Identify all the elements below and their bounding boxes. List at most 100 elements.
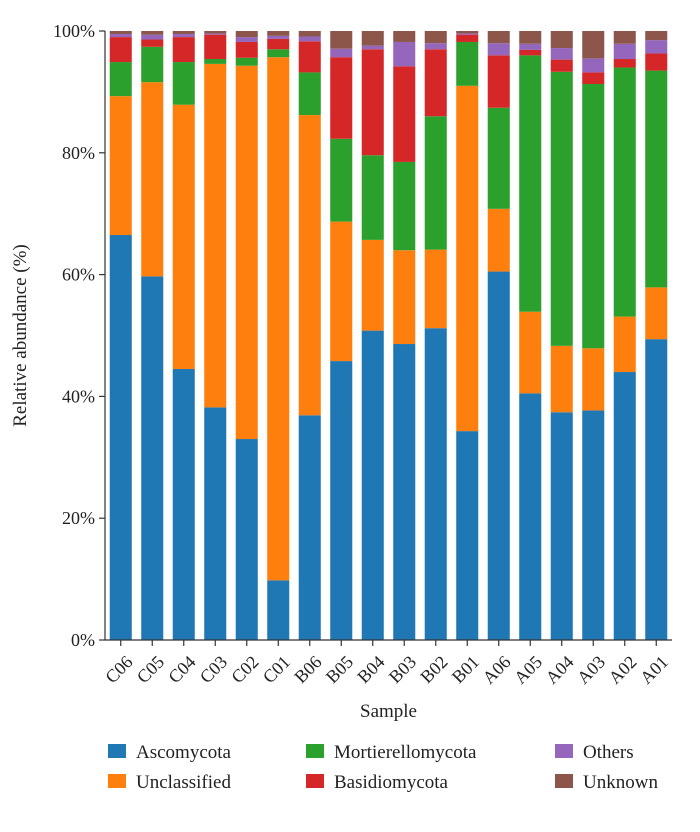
bar-segment-basidiomycota-B06: [298, 41, 321, 73]
bar-segment-others-A01: [645, 40, 668, 54]
y-tick-label: 20%: [62, 508, 95, 528]
legend-swatch: [108, 744, 126, 758]
bar-segment-mortierellomycota-B04: [361, 155, 384, 240]
legend-label: Others: [583, 742, 634, 763]
bar-segment-ascomycota-C05: [141, 276, 164, 640]
x-ticks: C06C05C04C03C02C01B06B05B04B03B02B01A06A…: [101, 640, 672, 688]
bar-segment-basidiomycota-A02: [613, 59, 636, 68]
bar-segment-mortierellomycota-C01: [267, 49, 290, 58]
bar-segment-unknown-A05: [519, 31, 542, 44]
bar-segment-unknown-B06: [298, 31, 321, 37]
bar-segment-others-A05: [519, 43, 542, 50]
bar-segment-unclassified-C03: [204, 63, 227, 408]
bars-layer: [109, 31, 668, 640]
legend-swatch: [555, 744, 573, 758]
x-tick-label: A06: [479, 652, 515, 688]
bar-segment-basidiomycota-B02: [424, 49, 447, 117]
bar-segment-unknown-C03: [204, 31, 227, 34]
bar-segment-basidiomycota-C05: [141, 39, 164, 47]
y-tick-label: 0%: [71, 630, 95, 650]
bar-segment-unknown-A01: [645, 31, 668, 41]
bar-segment-others-C01: [267, 35, 290, 39]
bar-segment-others-B04: [361, 45, 384, 50]
bar-segment-ascomycota-B01: [456, 431, 479, 640]
bar-segment-ascomycota-B03: [393, 344, 416, 640]
bar-segment-basidiomycota-B01: [456, 34, 479, 42]
bar-stack-B03: [393, 31, 416, 640]
bar-segment-ascomycota-B06: [298, 415, 321, 640]
bar-segment-others-A04: [550, 48, 573, 60]
bar-segment-unclassified-C04: [172, 104, 195, 369]
x-tick-label: A04: [542, 652, 578, 688]
legend-label: Unclassified: [136, 772, 231, 793]
bar-segment-unknown-A03: [582, 31, 605, 59]
bar-segment-mortierellomycota-B05: [330, 138, 353, 222]
x-tick-label: A05: [510, 652, 546, 688]
bar-segment-unknown-A06: [487, 31, 510, 44]
bar-segment-basidiomycota-A01: [645, 53, 668, 71]
legend-item-unclassified: Unclassified: [108, 772, 231, 793]
bar-segment-unclassified-B05: [330, 221, 353, 362]
x-tick-label: C03: [196, 652, 231, 687]
bar-segment-mortierellomycota-B03: [393, 161, 416, 251]
bar-segment-unclassified-B06: [298, 115, 321, 416]
bar-segment-ascomycota-A02: [613, 372, 636, 640]
legend-item-others: Others: [555, 742, 634, 763]
bar-segment-basidiomycota-C02: [235, 41, 258, 58]
bar-stack-A04: [550, 31, 573, 640]
legend-swatch: [108, 774, 126, 788]
bar-segment-others-B02: [424, 43, 447, 50]
x-tick-label: C06: [101, 652, 136, 687]
y-tick-label: 60%: [62, 265, 95, 285]
bar-segment-ascomycota-B02: [424, 328, 447, 640]
bar-segment-mortierellomycota-C06: [109, 62, 132, 97]
bar-stack-B05: [330, 31, 353, 640]
x-tick-label: B06: [290, 652, 325, 687]
x-tick-label: C02: [227, 652, 262, 687]
bar-segment-unknown-B02: [424, 31, 447, 44]
bar-segment-basidiomycota-C01: [267, 38, 290, 50]
legend-item-ascomycota: Ascomycota: [108, 742, 232, 763]
bar-segment-others-B01: [456, 33, 479, 35]
bar-segment-ascomycota-C04: [172, 368, 195, 640]
bar-stack-A02: [613, 31, 636, 640]
legend-label: Basidiomycota: [334, 772, 449, 793]
bar-segment-basidiomycota-C04: [172, 37, 195, 63]
bar-segment-unknown-C01: [267, 31, 290, 36]
bar-segment-unknown-B04: [361, 31, 384, 46]
legend-label: Unknown: [583, 772, 658, 793]
bar-segment-mortierellomycota-A03: [582, 83, 605, 349]
bar-segment-unclassified-B04: [361, 239, 384, 331]
legend-swatch: [555, 774, 573, 788]
bar-segment-others-C04: [172, 34, 195, 38]
bar-segment-unclassified-A01: [645, 287, 668, 340]
legend-swatch: [306, 774, 324, 788]
bar-segment-unknown-B05: [330, 31, 353, 49]
bar-stack-C05: [141, 31, 164, 640]
bar-segment-ascomycota-B04: [361, 330, 384, 640]
bar-segment-unknown-B03: [393, 31, 416, 42]
bar-segment-unknown-C04: [172, 31, 195, 35]
bar-segment-unclassified-A05: [519, 311, 542, 394]
bar-segment-ascomycota-C03: [204, 407, 227, 640]
bar-stack-C02: [235, 31, 258, 640]
x-tick-label: B04: [353, 652, 388, 687]
bar-stack-C04: [172, 31, 195, 640]
y-tick-label: 40%: [62, 386, 95, 406]
x-tick-label: A03: [573, 652, 609, 688]
bar-stack-A03: [582, 31, 605, 640]
bar-segment-unclassified-A03: [582, 348, 605, 411]
bar-segment-mortierellomycota-C02: [235, 57, 258, 66]
x-tick-label: C01: [259, 652, 294, 687]
bar-segment-ascomycota-A06: [487, 271, 510, 640]
bar-segment-unknown-A04: [550, 31, 573, 49]
bar-segment-mortierellomycota-B02: [424, 116, 447, 250]
axes-layer: [104, 31, 672, 641]
bar-segment-unclassified-C02: [235, 65, 258, 440]
x-tick-label: B02: [416, 652, 451, 687]
bar-segment-mortierellomycota-C03: [204, 59, 227, 64]
bar-segment-basidiomycota-A05: [519, 49, 542, 56]
bar-segment-unknown-A02: [613, 31, 636, 44]
